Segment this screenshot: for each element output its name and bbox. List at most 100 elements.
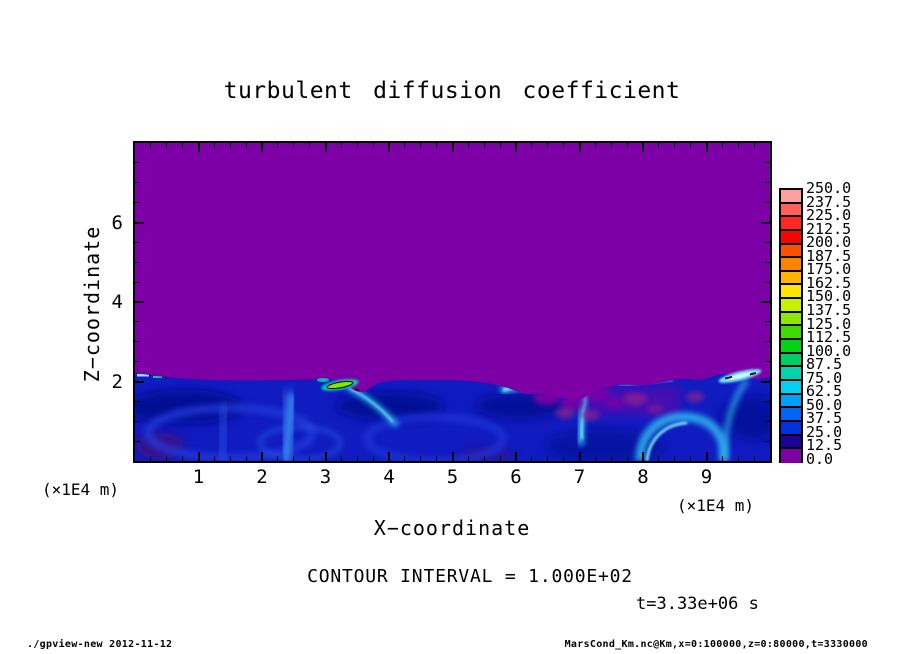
colorbar-box	[781, 271, 801, 286]
colorbar-label: 62.5	[806, 382, 843, 401]
z-minor-tick	[135, 162, 140, 164]
x-minor-tick	[213, 456, 215, 461]
x-minor-tick	[467, 456, 469, 461]
swirl-arc	[363, 413, 507, 461]
heatmap-field	[135, 143, 770, 461]
x-major-tick	[261, 452, 263, 461]
x-major-tick	[451, 452, 454, 461]
x-tick-label: 9	[700, 466, 713, 488]
x-minor-tick	[658, 143, 660, 148]
x-minor-tick	[626, 143, 628, 148]
x-minor-tick	[721, 143, 723, 148]
x-minor-tick	[531, 456, 533, 461]
z-minor-tick	[135, 341, 140, 343]
x-minor-tick	[737, 456, 739, 461]
x-minor-tick	[499, 456, 501, 461]
x-minor-tick	[277, 456, 279, 461]
x-minor-tick	[340, 143, 342, 148]
colorbar-box	[781, 326, 801, 341]
colorbar-label: 237.5	[806, 192, 852, 211]
x-minor-tick	[483, 456, 485, 461]
z-minor-tick	[765, 281, 770, 283]
x-major-tick	[197, 452, 200, 461]
x-tick-label: 3	[319, 466, 332, 488]
x-major-tick	[642, 143, 644, 152]
x-minor-tick	[404, 456, 406, 461]
z-major-tick	[135, 301, 144, 303]
x-tick-label: 1	[192, 466, 205, 488]
purple-intrusion	[605, 398, 625, 408]
green-filament-group	[321, 379, 359, 391]
colorbar-box	[781, 285, 801, 300]
colorbar-label: 150.0	[806, 287, 852, 306]
x-minor-tick	[182, 143, 184, 148]
contour-dash	[749, 372, 756, 376]
x-unit-label-left: (×1E4 m)	[42, 480, 120, 499]
colorbar-label: 0.0	[806, 450, 834, 468]
z-minor-tick	[135, 202, 140, 204]
x-tick-label: 6	[510, 466, 522, 488]
colorbar-box	[781, 190, 801, 204]
z-minor-tick	[765, 261, 770, 263]
x-minor-tick	[563, 456, 565, 461]
colorbar-box	[781, 230, 801, 245]
right-streak-group	[718, 369, 762, 383]
z-minor-tick	[135, 281, 140, 283]
colorbar-label: 50.0	[806, 395, 843, 414]
z-minor-tick	[135, 361, 140, 363]
x-major-tick	[578, 452, 581, 461]
x-major-tick	[515, 143, 517, 152]
z-minor-tick	[135, 321, 140, 323]
x-minor-tick	[483, 143, 485, 148]
colorbar-label: 37.5	[806, 409, 843, 428]
x-minor-tick	[356, 456, 358, 461]
colorbar-label: 12.5	[806, 436, 843, 455]
x-minor-tick	[436, 456, 438, 461]
x-minor-tick	[166, 456, 168, 461]
colorbar-label: 100.0	[806, 341, 852, 360]
x-minor-tick	[404, 143, 406, 148]
z-minor-tick	[765, 341, 770, 343]
z-major-tick	[761, 380, 770, 383]
z-minor-tick	[765, 400, 770, 402]
colorbar-box	[781, 449, 801, 463]
colorbar-label: 175.0	[806, 260, 852, 279]
x-major-tick	[324, 143, 327, 152]
x-minor-tick	[610, 456, 612, 461]
colorbar-box	[781, 299, 801, 313]
colorbar-label: 137.5	[806, 300, 852, 319]
x-minor-tick	[213, 143, 215, 148]
x-axis-title: X−coordinate	[373, 516, 531, 540]
x-minor-tick	[467, 143, 469, 148]
edge-cyan-dash	[137, 374, 149, 377]
x-minor-tick	[245, 456, 247, 461]
z-minor-tick	[765, 321, 770, 323]
x-minor-tick	[674, 143, 676, 148]
z-minor-tick	[135, 420, 140, 422]
x-minor-tick	[293, 143, 295, 148]
z-minor-tick	[765, 420, 770, 422]
dark-eddy	[135, 390, 243, 424]
x-major-tick	[451, 143, 454, 152]
dark-eddy	[545, 429, 665, 461]
colorbar-box	[781, 421, 801, 436]
teal-speck	[317, 378, 329, 382]
colorbar	[779, 188, 803, 463]
colorbar-label: 212.5	[806, 219, 852, 238]
footer-datasource: MarsCond_Km.nc@Km,x=0:100000,z=0:80000,t…	[564, 639, 868, 650]
x-minor-tick	[753, 143, 755, 148]
x-tick-label: 8	[637, 466, 649, 488]
colorbar-label: 125.0	[806, 314, 852, 333]
x-minor-tick	[436, 143, 438, 148]
rose-patch	[555, 408, 575, 418]
x-major-tick	[388, 452, 390, 461]
x-minor-tick	[245, 143, 247, 148]
x-tick-label: 2	[256, 466, 268, 488]
x-major-tick	[705, 143, 708, 152]
colorbar-box	[781, 203, 801, 218]
cyan-streak-core	[728, 372, 752, 380]
z-tick-label: 2	[111, 370, 123, 393]
footer-command: ./gpview-new 2012-11-12	[27, 639, 173, 650]
chart-title: turbulent diffusion coefficient	[223, 78, 681, 104]
